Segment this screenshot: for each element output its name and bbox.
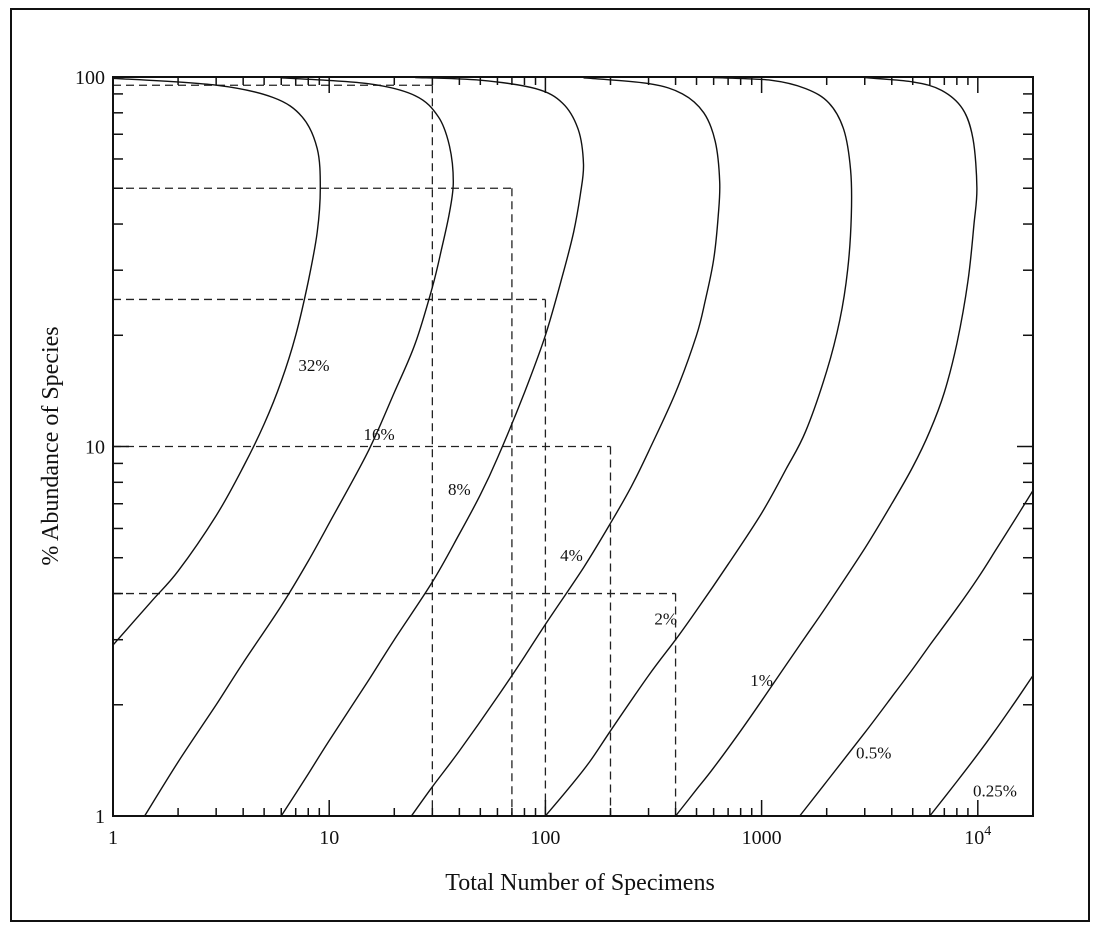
y-tick-label: 1 [95, 806, 105, 828]
x-axis-title: Total Number of Specimens [445, 870, 715, 896]
curve-1pct [675, 76, 978, 817]
curve-0-5pct [799, 490, 1034, 817]
curve-4pct [410, 77, 721, 817]
curve-16pct [144, 77, 455, 817]
curve-32pct [112, 77, 322, 646]
curve-label-2pct: 2% [654, 609, 677, 628]
curve-0-25pct [929, 675, 1034, 817]
curve-labels: 32% 16% 8% 4% 2% 1% 0.5% 0.25% [298, 356, 1017, 800]
curve-8pct [280, 76, 585, 817]
curve-label-1pct: 1% [750, 671, 773, 690]
curve-2pct [544, 76, 853, 817]
y-tick-label: 10 [85, 437, 105, 459]
y-tick-label: 100 [75, 67, 105, 89]
curve-label-4pct: 4% [560, 546, 583, 565]
curve-label-16pct: 16% [363, 425, 394, 444]
curve-label-8pct: 8% [448, 480, 471, 499]
y-axis-title: % Abundance of Species [38, 326, 64, 565]
x-tick-label: 100 [530, 827, 560, 849]
x-tick-label: 10 [319, 827, 339, 849]
axis-ticks [112, 77, 1033, 816]
confidence-curves [112, 76, 1034, 817]
curve-label-0-25pct: 0.25% [973, 781, 1017, 800]
curve-label-0-5pct: 0.5% [856, 744, 891, 763]
x-tick-label: 1 [108, 827, 118, 849]
curve-label-32pct: 32% [298, 356, 329, 375]
x-tick-label: 104 [964, 824, 991, 849]
chart-frame [10, 8, 1090, 922]
axis-tick-labels: 1 10 100 1000 104 1 10 100 [75, 67, 991, 849]
x-tick-label: 1000 [742, 827, 782, 849]
reference-lines [113, 84, 677, 816]
